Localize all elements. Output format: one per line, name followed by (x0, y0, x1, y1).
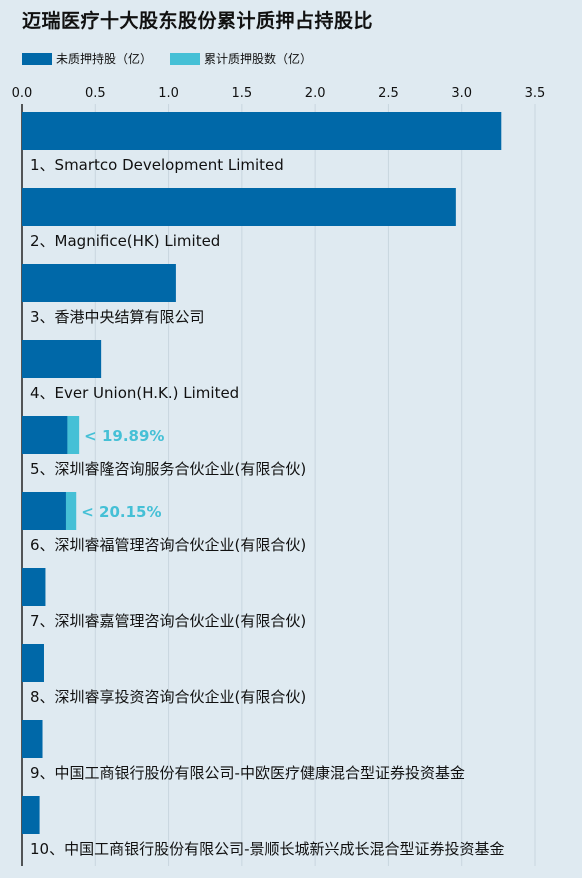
pledge-ratio-label-1: < 19.89% (84, 427, 164, 445)
bar-pledged-5 (67, 416, 80, 454)
x-tick-label-3: 1.5 (232, 86, 253, 101)
legend-label-unpledged: 未质押持股（亿） (56, 52, 153, 66)
bar-unpledged-3 (22, 264, 176, 302)
x-tick-label-2: 1.0 (158, 86, 179, 101)
x-tick-label-5: 2.5 (378, 86, 399, 101)
bar-unpledged-9 (22, 720, 43, 758)
category-label-10: 10、中国工商银行股份有限公司-景顺长城新兴成长混合型证券投资基金 (30, 840, 505, 858)
legend-item-pledged: 累计质押股数（亿） (170, 50, 312, 67)
category-label-1: 1、Smartco Development Limited (30, 156, 284, 174)
bar-unpledged-1 (22, 112, 502, 150)
chart-title: 迈瑞医疗十大股东股份累计质押占持股比 (22, 10, 374, 32)
category-label-6: 6、深圳睿福管理咨询合伙企业(有限合伙) (30, 536, 306, 554)
category-label-9: 9、中国工商银行股份有限公司-中欧医疗健康混合型证券投资基金 (30, 764, 465, 782)
pledge-ratio-label-2: < 20.15% (81, 503, 161, 521)
bar-unpledged-10 (22, 796, 40, 834)
x-tick-label-7: 3.5 (525, 86, 546, 101)
bar-unpledged-6 (22, 492, 66, 530)
bar-unpledged-7 (22, 568, 46, 606)
category-label-2: 2、Magnifice(HK) Limited (30, 232, 220, 250)
x-tick-label-4: 2.0 (305, 86, 326, 101)
bar-unpledged-2 (22, 188, 456, 226)
bar-unpledged-8 (22, 644, 44, 682)
x-tick-label-0: 0.0 (12, 86, 33, 101)
legend-label-pledged: 累计质押股数（亿） (204, 52, 313, 66)
bar-pledged-6 (65, 492, 77, 530)
category-label-7: 7、深圳睿嘉管理咨询合伙企业(有限合伙) (30, 612, 306, 630)
category-label-8: 8、深圳睿享投资咨询合伙企业(有限合伙) (30, 688, 306, 706)
x-tick-label-1: 0.5 (85, 86, 106, 101)
legend-item-unpledged: 未质押持股（亿） (22, 50, 152, 67)
legend-swatch-unpledged (22, 52, 52, 65)
category-label-5: 5、深圳睿隆咨询服务合伙企业(有限合伙) (30, 460, 306, 478)
legend-swatch-pledged (170, 52, 201, 65)
bar-unpledged-4 (22, 340, 102, 378)
legend: 未质押持股（亿） 累计质押股数（亿） (22, 50, 330, 67)
bar-unpledged-5 (22, 416, 68, 454)
category-label-4: 4、Ever Union(H.K.) Limited (30, 384, 239, 402)
x-tick-label-6: 3.0 (451, 86, 472, 101)
category-label-3: 3、香港中央结算有限公司 (30, 308, 205, 326)
